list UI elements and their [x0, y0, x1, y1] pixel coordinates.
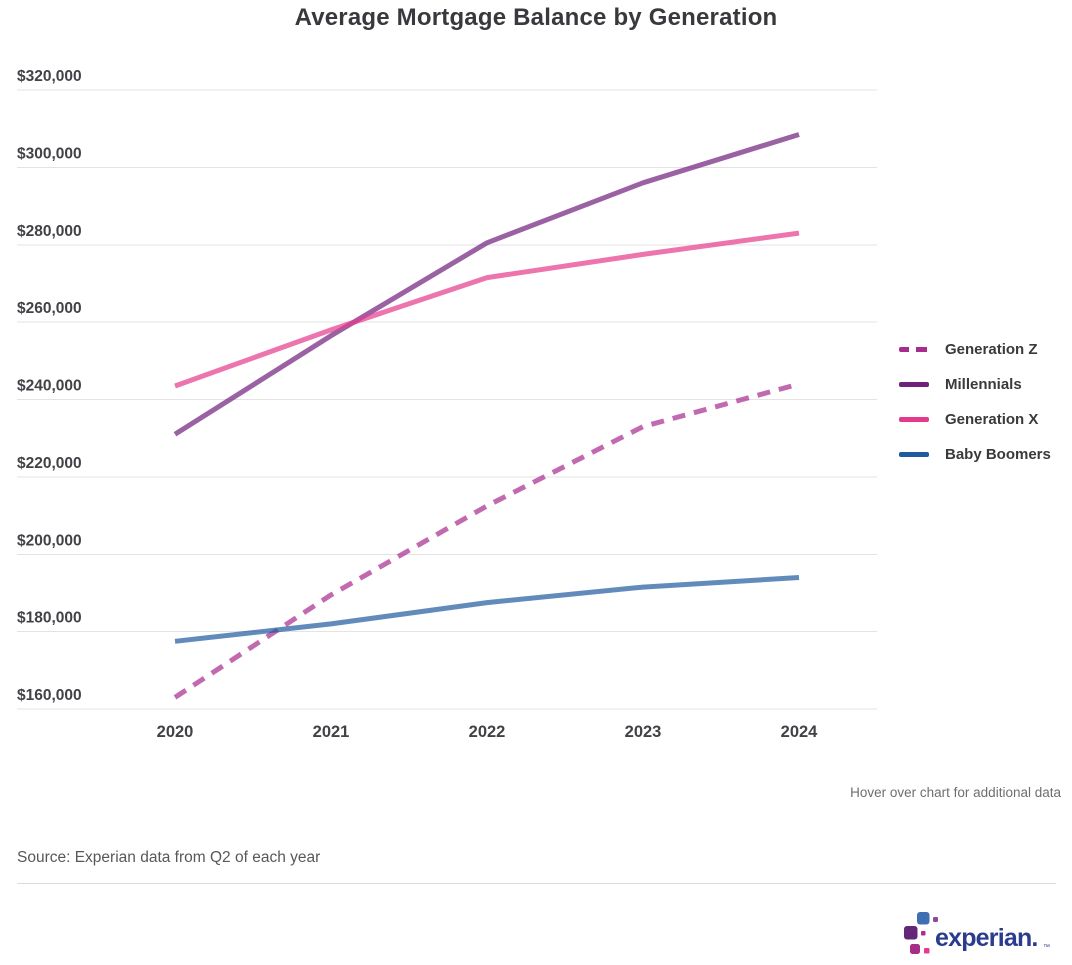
footer-divider	[17, 883, 1056, 884]
y-tick-label: $240,000	[17, 378, 82, 395]
experian-logo: experian. ™	[904, 912, 1050, 954]
legend: Generation Z Millennials Generation X Ba…	[899, 332, 1051, 472]
series-line-baby-boomers[interactable]	[174, 575, 800, 644]
y-tick-label: $220,000	[17, 455, 82, 472]
legend-label-generation-x: Generation X	[945, 411, 1039, 428]
x-tick-label: 2024	[781, 723, 819, 741]
legend-swatch-baby-boomers	[899, 452, 929, 457]
legend-swatch-millennials	[899, 382, 929, 387]
y-tick-label: $260,000	[17, 300, 82, 317]
legend-item-generation-z[interactable]: Generation Z	[899, 332, 1051, 367]
series-line-millennials[interactable]	[173, 132, 800, 437]
legend-item-generation-x[interactable]: Generation X	[899, 402, 1051, 437]
legend-swatch-generation-x	[899, 417, 929, 422]
legend-item-millennials[interactable]: Millennials	[899, 367, 1051, 402]
legend-item-baby-boomers[interactable]: Baby Boomers	[899, 437, 1051, 472]
legend-label-generation-z: Generation Z	[945, 341, 1038, 358]
trademark-symbol: ™	[1043, 944, 1050, 951]
y-tick-label: $280,000	[17, 223, 82, 240]
y-tick-label: $300,000	[17, 145, 82, 162]
x-tick-label: 2023	[625, 723, 662, 741]
experian-wordmark: experian.	[935, 924, 1038, 952]
hover-instruction-text: Hover over chart for additional data	[850, 785, 1061, 800]
x-tick-label: 2022	[469, 723, 506, 741]
series-line-generation-x[interactable]	[174, 230, 800, 389]
legend-label-millennials: Millennials	[945, 376, 1022, 393]
x-tick-label: 2020	[157, 723, 194, 741]
y-tick-label: $320,000	[17, 68, 82, 85]
y-tick-label: $180,000	[17, 610, 82, 627]
experian-logo-squares-icon	[904, 912, 938, 954]
chart-plot-area[interactable]: $320,000 $300,000 $280,000 $260,000 $240,000…	[17, 60, 897, 760]
series-line-generation-z[interactable]	[173, 381, 800, 700]
chart-title: Average Mortgage Balance by Generation	[294, 4, 778, 31]
source-attribution: Source: Experian data from Q2 of each ye…	[17, 849, 321, 866]
y-tick-label: $200,000	[17, 532, 82, 549]
legend-swatch-generation-z	[899, 347, 929, 352]
y-tick-label: $160,000	[17, 687, 82, 704]
legend-label-baby-boomers: Baby Boomers	[945, 446, 1051, 463]
x-tick-label: 2021	[313, 723, 350, 741]
